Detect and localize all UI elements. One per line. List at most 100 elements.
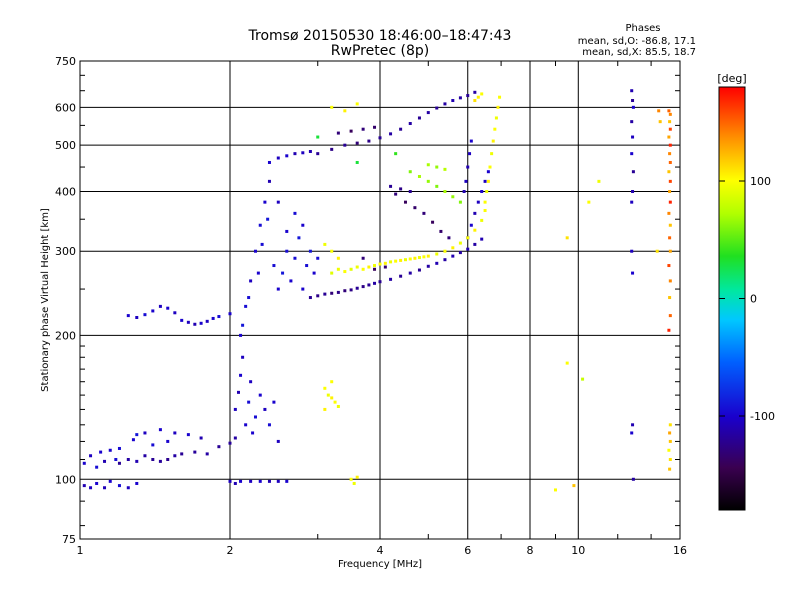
data-point [668, 120, 672, 124]
data-point [668, 189, 672, 193]
data-point [451, 254, 455, 258]
data-point [581, 377, 585, 381]
data-point [631, 271, 635, 275]
data-point [451, 195, 455, 199]
data-point [95, 481, 99, 485]
data-point [668, 160, 672, 164]
data-point [480, 92, 484, 96]
data-point [488, 165, 492, 169]
data-point [473, 90, 477, 94]
data-point [233, 436, 237, 440]
data-point [199, 321, 203, 325]
data-point [435, 106, 439, 110]
data-point [228, 479, 232, 483]
data-point [383, 261, 387, 265]
data-point [480, 237, 484, 241]
data-point [233, 481, 237, 485]
data-point [293, 152, 297, 156]
data-point [473, 242, 477, 246]
data-point [367, 139, 371, 143]
data-point [267, 179, 271, 183]
data-point [408, 189, 412, 193]
data-point [630, 431, 634, 435]
data-point [668, 467, 672, 471]
data-point [435, 261, 439, 265]
data-point [330, 380, 334, 384]
data-point [285, 479, 289, 483]
data-point [373, 125, 377, 129]
data-point [361, 127, 365, 131]
data-point [281, 271, 285, 275]
y-tick-label: 300 [55, 245, 76, 258]
data-point [114, 457, 118, 461]
data-point [103, 459, 107, 463]
colorbar-label: [deg] [717, 72, 746, 85]
data-point [82, 461, 86, 465]
data-point [668, 152, 672, 156]
data-point [355, 141, 359, 145]
chart-subtitle: RwPretec (8p) [331, 43, 429, 59]
data-point [417, 256, 421, 260]
data-point [667, 448, 671, 452]
data-point [458, 251, 462, 255]
data-point [285, 249, 289, 253]
data-point [244, 304, 248, 308]
data-point [263, 407, 267, 411]
data-point [355, 265, 359, 269]
data-point [413, 256, 417, 260]
data-point [180, 452, 184, 456]
data-point [490, 152, 494, 156]
data-point [458, 200, 462, 204]
data-point [417, 174, 421, 178]
data-point [308, 296, 312, 300]
data-point [180, 318, 184, 322]
data-point [158, 304, 162, 308]
data-point [166, 439, 170, 443]
data-point [389, 184, 393, 188]
data-point [233, 407, 237, 411]
data-point [336, 131, 340, 135]
data-point [668, 314, 672, 318]
data-point [496, 105, 500, 109]
y-tick-label: 75 [62, 533, 76, 546]
x-tick-label: 10 [571, 544, 585, 557]
data-point [403, 200, 407, 204]
data-point [389, 132, 393, 136]
data-point [399, 187, 403, 191]
data-point [253, 415, 257, 419]
data-point [131, 438, 135, 442]
data-point [631, 99, 635, 103]
data-point [260, 242, 264, 246]
data-point [408, 257, 412, 261]
data-point [399, 127, 403, 131]
data-point [378, 262, 382, 266]
data-point [355, 102, 359, 106]
data-point [655, 249, 659, 253]
data-point [247, 400, 251, 404]
data-point [239, 373, 243, 377]
data-point [143, 431, 147, 435]
data-point [343, 143, 347, 147]
data-point [476, 200, 480, 204]
data-point [349, 477, 353, 481]
data-point [285, 229, 289, 233]
data-point [312, 271, 316, 275]
data-point [667, 211, 671, 215]
data-point [408, 122, 412, 126]
data-point [668, 127, 672, 131]
y-tick-label: 400 [55, 185, 76, 198]
x-axis-label: Frequency [MHz] [338, 559, 422, 570]
data-point [361, 256, 365, 260]
data-point [480, 218, 484, 222]
data-point [668, 279, 672, 283]
data-point [289, 279, 293, 283]
data-point [343, 270, 347, 274]
data-point [126, 486, 130, 490]
data-point [668, 179, 672, 183]
data-point [186, 320, 190, 324]
data-point [553, 488, 557, 492]
data-point [483, 179, 487, 183]
x-tick-label: 8 [527, 544, 534, 557]
data-point [439, 229, 443, 233]
data-point [297, 236, 301, 240]
